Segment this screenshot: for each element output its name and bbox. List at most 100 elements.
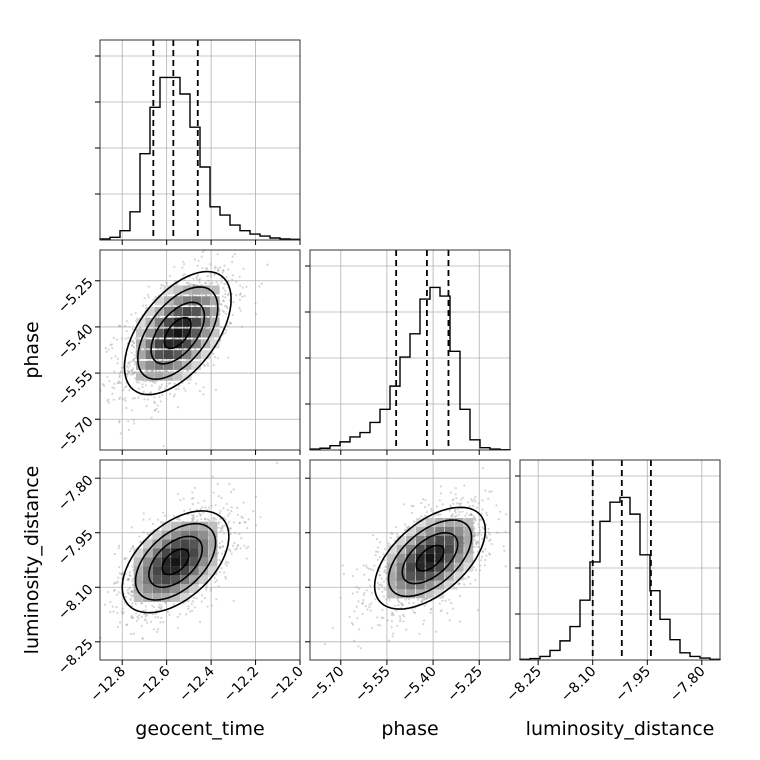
scatter-point [202, 511, 205, 514]
density-cell [435, 589, 445, 599]
x-axis-geocent_time [121, 450, 301, 455]
scatter-point [252, 510, 255, 513]
scatter-point [214, 518, 218, 521]
scatter-point [355, 586, 358, 589]
scatter-point [222, 545, 225, 548]
scatter-point [118, 572, 121, 575]
density-cell [152, 592, 162, 602]
scatter-point [154, 369, 157, 372]
scatter-point [216, 283, 219, 286]
scatter-point [132, 569, 135, 572]
scatter-point [168, 392, 172, 395]
scatter-point [176, 518, 179, 521]
scatter-point [220, 567, 223, 570]
scatter-point [132, 341, 135, 344]
scatter-point [132, 616, 135, 619]
scatter-point [144, 615, 147, 618]
scatter-point [118, 380, 121, 383]
scatter-point [123, 386, 126, 389]
scatter-point [413, 520, 416, 523]
scatter-point [473, 535, 476, 538]
density-cell [161, 548, 171, 558]
density-cell [182, 317, 192, 327]
scatter-point [490, 542, 493, 546]
density-cell [135, 360, 145, 370]
scatter-point [455, 514, 458, 517]
scatter-point [217, 526, 220, 529]
scatter-point [382, 595, 385, 598]
scatter-point [143, 337, 146, 340]
density-cell [189, 557, 199, 567]
scatter-point [478, 526, 481, 529]
scatter-point [503, 549, 506, 552]
density-cell [163, 339, 173, 349]
scatter-point [323, 643, 327, 646]
scatter-point [227, 292, 230, 296]
scatter-point [232, 488, 235, 491]
scatter-point [205, 267, 208, 270]
scatter-point [107, 348, 110, 351]
x-tick-label: −12.6 [132, 663, 174, 705]
density-cell [143, 548, 153, 558]
scatter-point [158, 607, 161, 610]
scatter-point [230, 510, 233, 513]
scatter-point [487, 497, 490, 500]
scatter-point [201, 594, 204, 597]
scatter-point [430, 509, 433, 512]
scatter-point [234, 532, 237, 535]
scatter-point [216, 357, 220, 360]
y-tick-label: −7.95 [55, 527, 97, 569]
scatter-point [192, 496, 195, 500]
scatter-point [357, 645, 360, 648]
scatter-point [189, 610, 192, 613]
scatter-point [205, 585, 209, 588]
density-cell [145, 360, 155, 370]
density-cell [152, 548, 162, 558]
density-cell [135, 350, 145, 360]
scatter-point [458, 582, 461, 585]
scatter-point [412, 611, 415, 614]
density-cell [435, 544, 445, 554]
scatter-point [158, 388, 161, 391]
scatter-point [387, 542, 390, 545]
scatter-point [427, 503, 430, 506]
scatter-point [193, 326, 196, 329]
scatter-point [187, 605, 190, 608]
scatter-point [118, 374, 121, 377]
density-cell [444, 526, 454, 536]
scatter-point [477, 523, 480, 526]
scatter-point [218, 247, 220, 249]
scatter-point [113, 382, 116, 385]
scatter-point [146, 613, 149, 617]
axes-frame [309, 459, 511, 661]
scatter-point [499, 510, 502, 513]
scatter-point [154, 615, 157, 619]
density-cell [171, 521, 181, 531]
scatter-point [423, 604, 426, 608]
scatter-point [182, 387, 186, 390]
scatter-point [182, 260, 185, 263]
density-cell [454, 544, 464, 554]
scatter-point [131, 328, 134, 331]
scatter-point [204, 518, 207, 521]
scatter-point [435, 505, 438, 508]
scatter-point [144, 618, 147, 621]
scatter-point [391, 532, 394, 535]
density-cell [171, 557, 181, 567]
scatter-point [123, 558, 126, 561]
scatter-point [105, 350, 108, 353]
scatter-point [212, 352, 215, 355]
scatter-point [242, 267, 245, 270]
scatter-point [378, 541, 382, 544]
density-cell [435, 535, 445, 545]
histogram-panel-phase [305, 249, 511, 451]
scatter-point [234, 548, 237, 551]
scatter-point [114, 355, 117, 358]
scatter-point [460, 498, 463, 501]
scatter-point [412, 601, 415, 604]
scatter-point [351, 574, 354, 578]
scatter-point [150, 416, 153, 419]
scatter-point [129, 594, 132, 597]
scatter-point [376, 616, 379, 619]
scatter-point [476, 550, 479, 553]
